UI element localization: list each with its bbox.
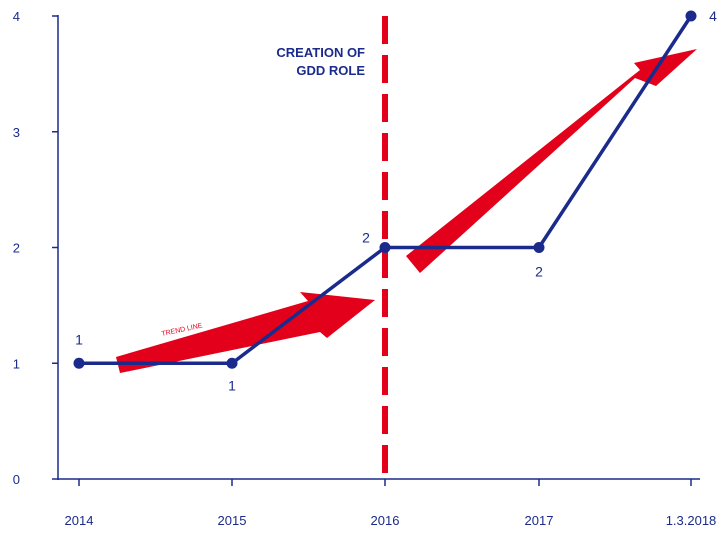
data-label: 2: [362, 230, 370, 246]
x-tick-label: 2015: [218, 513, 247, 528]
creation-label-line-2: GDD ROLE: [296, 63, 365, 78]
trend-arrow-2: [406, 49, 697, 273]
y-tick-label: 0: [13, 472, 20, 487]
trend-arrow-1: [116, 292, 375, 373]
y-tick-label: 3: [13, 125, 20, 140]
data-point: [685, 10, 697, 22]
x-tick-label: 2017: [525, 513, 554, 528]
data-label: 1: [75, 331, 83, 347]
x-tick-label: 1.3.2018: [666, 513, 717, 528]
data-label: 2: [535, 264, 543, 280]
data-point: [533, 242, 545, 253]
y-tick-label: 2: [13, 241, 20, 256]
data-label: 4: [709, 8, 717, 24]
data-point: [73, 357, 85, 369]
data-point: [379, 242, 391, 253]
data-label: 1: [228, 377, 236, 393]
x-tick-label: 2016: [371, 513, 400, 528]
data-point: [226, 357, 238, 369]
trend-line-label-2: TREND LINE: [524, 180, 561, 212]
y-tick-label: 1: [13, 356, 20, 371]
y-tick-label: 4: [13, 9, 20, 24]
creation-label-line-1: CREATION OF: [276, 45, 365, 60]
x-tick-label: 2014: [65, 513, 94, 528]
